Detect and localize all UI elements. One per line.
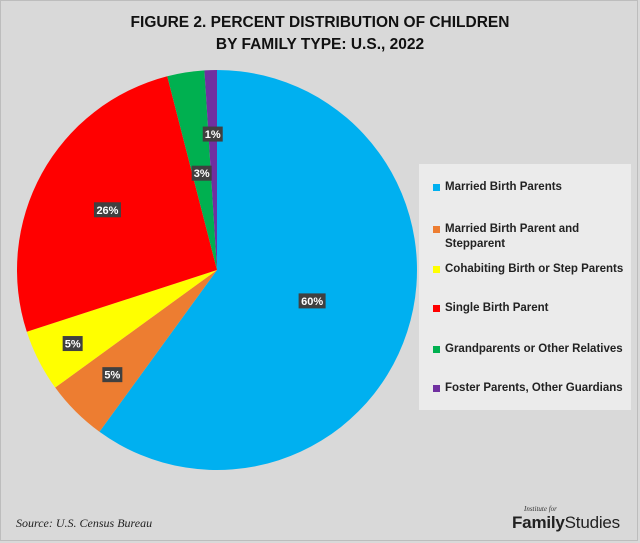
data-label-box [62, 336, 83, 352]
logo-wordmark: FamilyStudies [512, 513, 624, 533]
logo-family: Family [512, 513, 565, 532]
legend-swatch [433, 226, 440, 233]
legend-swatch [433, 305, 440, 312]
chart-title-line-1: FIGURE 2. PERCENT DISTRIBUTION OF CHILDR… [130, 14, 510, 31]
legend-label: Foster Parents, Other Guardians [445, 382, 623, 394]
source-note: Source: U.S. Census Bureau [16, 516, 153, 530]
legend-swatch [433, 385, 440, 392]
legend-item-grandparents-or-other-relatives: Grandparents or Other Relatives [433, 342, 629, 357]
data-label-text: 26% [96, 205, 118, 217]
legend: Married Birth Parents Married Birth Pare… [419, 164, 631, 410]
legend-item-single-birth-parent: Single Birth Parent [433, 301, 629, 316]
data-label-box [298, 293, 326, 309]
pie-slice-cohabiting-birth-or-step-parents [26, 270, 217, 388]
data-label-single-birth-parent: 26% [93, 202, 121, 218]
logo-institute-for: Institute for [524, 505, 557, 513]
data-label-text: 1% [205, 129, 221, 141]
legend-swatch [433, 346, 440, 353]
legend-item-married-birth-parents: Married Birth Parents [433, 180, 629, 195]
data-label-text: 5% [65, 339, 81, 351]
legend-item-foster-parents-other-guardians: Foster Parents, Other Guardians [433, 381, 629, 396]
chart-title: FIGURE 2. PERCENT DISTRIBUTION OF CHILDR… [0, 12, 640, 56]
data-label-married-birth-parent-and-stepparent: 5% [102, 367, 123, 383]
legend-swatch [433, 266, 440, 273]
data-label-box [93, 202, 121, 218]
data-label-married-birth-parents: 60% [298, 293, 326, 309]
legend-label: Married Birth Parent and [445, 223, 580, 235]
data-label-text: 5% [104, 370, 120, 382]
legend-item-married-birth-parent-and-stepparent: Married Birth Parent and Stepparent [433, 222, 629, 252]
data-label-grandparents-or-other-relatives: 3% [191, 165, 212, 181]
data-label-text: 60% [301, 296, 323, 308]
data-label-box [102, 367, 123, 383]
data-label-foster-parents-other-guardians: 1% [202, 126, 223, 142]
legend-label: Grandparents or Other Relatives [445, 343, 623, 355]
pie-slice-married-birth-parents [99, 70, 418, 470]
data-label-box [202, 126, 223, 142]
logo-studies: Studies [564, 513, 621, 532]
legend-label: Married Birth Parents [445, 181, 562, 193]
legend-swatch [433, 184, 440, 191]
legend-label: Cohabiting Birth or Step Parents [445, 263, 624, 275]
legend-label: Single Birth Parent [445, 302, 549, 314]
pie-slice-married-birth-parent-and-stepparent [55, 270, 218, 432]
data-label-box [191, 165, 212, 181]
legend-item-cohabiting-birth-or-step-parents: Cohabiting Birth or Step Parents [433, 262, 629, 277]
legend-label-line-2: Stepparent [445, 238, 506, 250]
chart-title-line-2: BY FAMILY TYPE: U.S., 2022 [215, 36, 425, 53]
institute-for-family-studies-logo: Institute for FamilyStudies [512, 505, 624, 533]
data-label-cohabiting-birth-or-step-parents: 5% [62, 336, 83, 352]
data-label-text: 3% [194, 168, 210, 180]
